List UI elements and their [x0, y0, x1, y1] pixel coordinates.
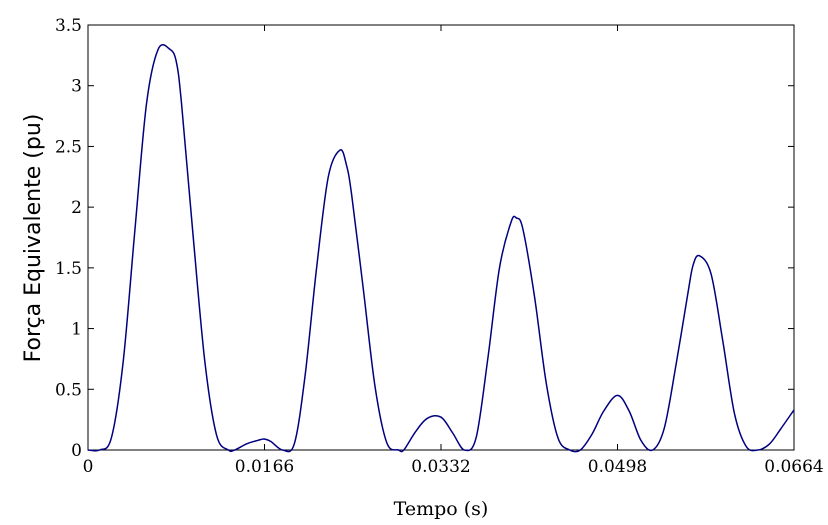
x-tick-label: 0.0332 [411, 457, 470, 477]
y-tick-label: 3 [71, 77, 82, 97]
x-tick-label: 0.0664 [764, 457, 823, 477]
axis-ticks [87, 24, 795, 451]
series-line [87, 44, 795, 453]
y-tick-label: 3.5 [55, 16, 82, 36]
y-tick-label: 1 [71, 320, 82, 340]
y-tick-label: 0.5 [55, 380, 82, 400]
y-tick-label: 0 [71, 441, 82, 461]
plot-area [87, 24, 795, 451]
x-tick-label: 0.0498 [588, 457, 647, 477]
x-axis-title: Tempo (s) [394, 498, 489, 520]
y-tick-label: 2 [71, 198, 82, 218]
y-tick-label: 1.5 [55, 259, 82, 279]
x-tick-label: 0.0166 [235, 457, 294, 477]
y-axis-title: Força Equivalente (pu) [21, 114, 46, 363]
axis-tick-labels: 0 0.0166 0.0332 0.0498 0.0664 0 0.5 1 1.5 2 2.5 3 3.… [55, 16, 824, 477]
y-tick-label: 2.5 [55, 137, 82, 157]
x-tick-label: 0 [83, 457, 94, 477]
